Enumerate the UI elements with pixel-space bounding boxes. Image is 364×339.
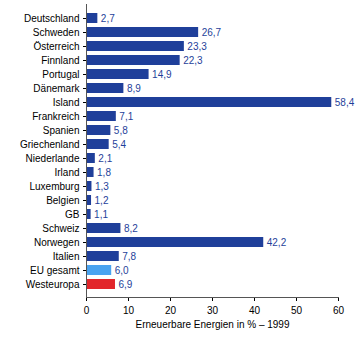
svg-text:23,3: 23,3 bbox=[187, 41, 207, 52]
svg-text:20: 20 bbox=[165, 305, 177, 316]
svg-text:Irland: Irland bbox=[54, 167, 79, 178]
svg-text:1,1: 1,1 bbox=[94, 209, 108, 220]
svg-text:1,8: 1,8 bbox=[97, 167, 111, 178]
svg-text:6,0: 6,0 bbox=[115, 265, 129, 276]
svg-text:Finnland: Finnland bbox=[41, 55, 79, 66]
svg-text:Österreich: Österreich bbox=[33, 41, 79, 52]
svg-text:Luxemburg: Luxemburg bbox=[29, 181, 79, 192]
svg-text:2,1: 2,1 bbox=[98, 153, 112, 164]
svg-text:Frankreich: Frankreich bbox=[32, 111, 79, 122]
svg-text:40: 40 bbox=[249, 305, 261, 316]
svg-text:Schweiz: Schweiz bbox=[42, 223, 79, 234]
svg-text:Spanien: Spanien bbox=[43, 125, 80, 136]
svg-text:1,2: 1,2 bbox=[95, 195, 109, 206]
svg-text:Belgien: Belgien bbox=[46, 195, 79, 206]
svg-text:Niederlande: Niederlande bbox=[26, 153, 80, 164]
svg-text:7,8: 7,8 bbox=[122, 251, 136, 262]
svg-text:5,4: 5,4 bbox=[112, 139, 126, 150]
svg-text:EU gesamt: EU gesamt bbox=[30, 265, 80, 276]
svg-text:7,1: 7,1 bbox=[119, 111, 133, 122]
svg-text:Italien: Italien bbox=[53, 251, 80, 262]
svg-text:2,7: 2,7 bbox=[101, 13, 115, 24]
svg-text:8,9: 8,9 bbox=[127, 83, 141, 94]
svg-text:0: 0 bbox=[84, 305, 90, 316]
svg-text:Westeuropa: Westeuropa bbox=[26, 279, 80, 290]
svg-text:Griechenland: Griechenland bbox=[20, 139, 79, 150]
svg-text:5,8: 5,8 bbox=[114, 125, 128, 136]
svg-text:26,7: 26,7 bbox=[202, 27, 222, 38]
svg-text:Schweden: Schweden bbox=[33, 27, 80, 38]
svg-text:8,2: 8,2 bbox=[124, 223, 138, 234]
svg-text:22,3: 22,3 bbox=[183, 55, 203, 66]
svg-text:Norwegen: Norwegen bbox=[34, 237, 80, 248]
svg-text:Deutschland: Deutschland bbox=[24, 13, 80, 24]
svg-text:Island: Island bbox=[53, 97, 80, 108]
svg-text:30: 30 bbox=[207, 305, 219, 316]
svg-text:14,9: 14,9 bbox=[152, 69, 172, 80]
svg-text:10: 10 bbox=[123, 305, 135, 316]
svg-text:1,3: 1,3 bbox=[95, 181, 109, 192]
svg-text:Erneuerbare Energien in % – 19: Erneuerbare Energien in % – 1999 bbox=[136, 319, 290, 330]
svg-text:6,9: 6,9 bbox=[118, 278, 133, 290]
svg-text:Dänemark: Dänemark bbox=[33, 83, 80, 94]
svg-text:58,4: 58,4 bbox=[335, 97, 355, 108]
svg-text:42,2: 42,2 bbox=[267, 237, 287, 248]
svg-text:Portugal: Portugal bbox=[42, 69, 79, 80]
svg-text:60: 60 bbox=[333, 305, 345, 316]
svg-text:GB: GB bbox=[65, 209, 80, 220]
svg-text:50: 50 bbox=[291, 305, 303, 316]
